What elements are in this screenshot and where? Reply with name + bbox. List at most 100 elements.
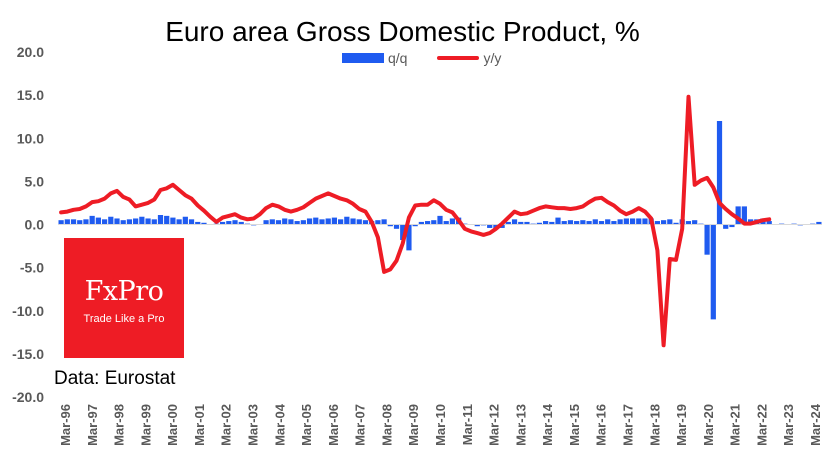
qq-bar bbox=[406, 224, 412, 251]
qq-bar bbox=[542, 221, 549, 225]
x-tick-label-15: Mar-11 bbox=[460, 404, 475, 445]
x-tick-label-6: Mar-02 bbox=[219, 404, 234, 446]
qq-bar bbox=[232, 220, 238, 225]
qq-bar bbox=[269, 219, 275, 225]
qq-bar bbox=[77, 220, 83, 225]
qq-bar bbox=[741, 206, 747, 225]
qq-bar bbox=[263, 220, 269, 225]
logo-brand: FxPro bbox=[84, 276, 164, 307]
y-tick-label-8: -20.0 bbox=[12, 389, 44, 405]
qq-bar bbox=[412, 224, 418, 227]
qq-bar bbox=[89, 215, 95, 225]
qq-bar bbox=[605, 219, 611, 225]
x-tick-label-1: Mar-97 bbox=[85, 404, 100, 446]
qq-bar bbox=[300, 220, 306, 225]
y-axis: 20.0 15.0 10.0 5.0 0.0 -5.0 -10.0 -15.0 -20.0 bbox=[12, 44, 44, 405]
qq-bar bbox=[188, 219, 195, 225]
qq-bar bbox=[816, 221, 822, 225]
qq-bar bbox=[667, 219, 673, 225]
qq-bar bbox=[710, 224, 716, 320]
qq-bar bbox=[673, 222, 679, 225]
x-tick-label-27: Mar-23 bbox=[781, 404, 796, 446]
qq-bar bbox=[617, 219, 623, 225]
qq-bar bbox=[536, 222, 542, 225]
qq-bar bbox=[362, 220, 369, 225]
qq-bar bbox=[338, 219, 344, 225]
x-axis: Mar-96 Mar-97 Mar-98 Mar-99 Mar-00 Mar-01 Mar-… bbox=[58, 403, 823, 446]
x-tick-label-5: Mar-01 bbox=[192, 404, 207, 446]
x-tick-label-18: Mar-14 bbox=[540, 403, 555, 446]
qq-bar bbox=[735, 206, 741, 225]
qq-bar bbox=[120, 220, 126, 225]
x-tick-label-14: Mar-10 bbox=[433, 404, 448, 446]
qq-bar bbox=[238, 221, 244, 225]
qq-bar bbox=[437, 215, 443, 225]
legend: q/q y/y bbox=[342, 50, 501, 66]
x-tick-label-11: Mar-07 bbox=[353, 404, 368, 446]
qq-bar bbox=[126, 219, 133, 225]
qq-bar bbox=[201, 222, 207, 225]
qq-bar bbox=[400, 224, 406, 241]
qq-bar bbox=[418, 221, 424, 225]
qq-bar bbox=[766, 221, 772, 225]
y-tick-label-3: 5.0 bbox=[25, 173, 45, 189]
x-tick-label-23: Mar-19 bbox=[674, 404, 689, 446]
qq-bar bbox=[598, 221, 605, 225]
x-tick-label-0: Mar-96 bbox=[58, 404, 73, 446]
qq-bar bbox=[518, 221, 524, 225]
qq-bar bbox=[642, 218, 648, 225]
qq-bar bbox=[325, 218, 331, 225]
qq-bar bbox=[729, 224, 735, 228]
qq-bar bbox=[219, 221, 226, 225]
qq-bar bbox=[567, 220, 574, 225]
x-tick-label-12: Mar-08 bbox=[379, 404, 394, 446]
qq-bar bbox=[611, 221, 617, 225]
y-tick-label-6: -10.0 bbox=[12, 303, 44, 319]
qq-bar bbox=[524, 221, 530, 225]
y-tick-label-7: -15.0 bbox=[12, 346, 44, 362]
qq-bar bbox=[170, 217, 176, 225]
qq-bar bbox=[704, 224, 710, 255]
qq-bar bbox=[95, 217, 101, 225]
qq-bar bbox=[474, 224, 480, 227]
qq-bar bbox=[629, 218, 636, 225]
x-tick-label-16: Mar-12 bbox=[487, 404, 502, 446]
qq-bar bbox=[499, 224, 505, 228]
x-tick-label-26: Mar-22 bbox=[754, 404, 769, 446]
y-tick-label-2: 10.0 bbox=[17, 130, 44, 146]
qq-bar bbox=[282, 218, 288, 225]
qq-bar bbox=[313, 217, 319, 225]
x-tick-label-22: Mar-18 bbox=[647, 404, 662, 446]
x-tick-label-10: Mar-06 bbox=[326, 404, 341, 446]
qq-bar bbox=[511, 219, 518, 225]
fxpro-logo: FxPro Trade Like a Pro bbox=[64, 238, 184, 358]
qq-bar bbox=[306, 218, 313, 225]
qq-bar bbox=[549, 221, 555, 225]
x-tick-label-2: Mar-98 bbox=[112, 404, 127, 446]
qq-bar bbox=[661, 220, 667, 225]
qq-bar bbox=[176, 219, 182, 225]
chart-title: Euro area Gross Domestic Product, % bbox=[165, 16, 640, 47]
qq-bar bbox=[443, 221, 449, 225]
qq-bar bbox=[505, 221, 511, 225]
qq-bar bbox=[424, 221, 431, 225]
y-tick-label-1: 15.0 bbox=[17, 87, 44, 103]
legend-label-yy: y/y bbox=[483, 50, 502, 66]
qq-bar bbox=[375, 220, 381, 225]
qq-bar bbox=[139, 216, 145, 225]
qq-bar bbox=[431, 220, 437, 225]
qq-bar bbox=[145, 218, 151, 225]
qq-bar bbox=[275, 220, 282, 225]
qq-bar bbox=[64, 219, 70, 225]
qq-bar bbox=[449, 218, 456, 225]
qq-bar bbox=[561, 221, 567, 225]
qq-bar bbox=[623, 218, 629, 225]
x-tick-label-21: Mar-17 bbox=[621, 404, 636, 446]
data-source: Data: Eurostat bbox=[54, 368, 176, 389]
x-tick-label-24: Mar-20 bbox=[701, 404, 716, 446]
x-tick-label-4: Mar-00 bbox=[165, 404, 180, 446]
x-tick-label-8: Mar-04 bbox=[272, 403, 287, 446]
qq-bar bbox=[393, 224, 400, 229]
qq-bar bbox=[356, 219, 362, 225]
